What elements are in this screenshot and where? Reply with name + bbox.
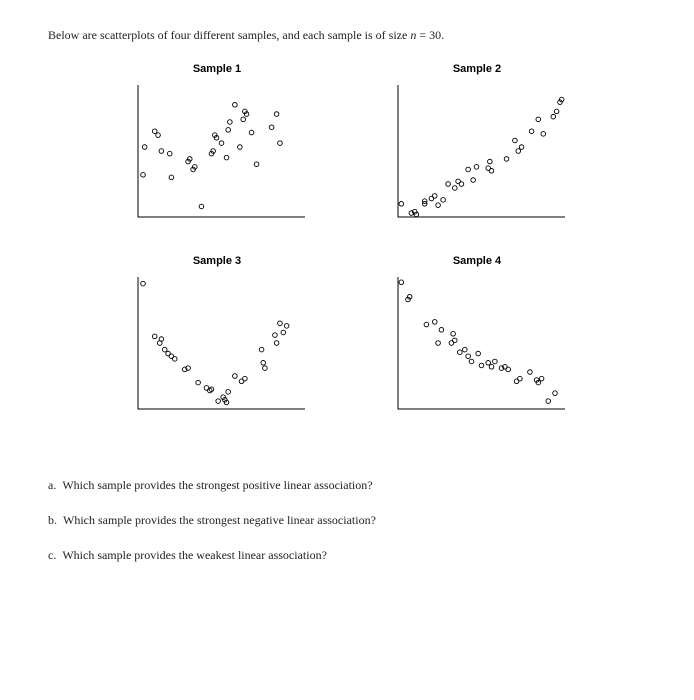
- plot-title: Sample 1: [193, 63, 241, 75]
- question-a: a. Which sample provides the strongest po…: [48, 477, 646, 494]
- intro-prefix: Below are scatterplots of four different…: [48, 28, 410, 42]
- question-b: b. Which sample provides the strongest ne…: [48, 512, 646, 529]
- plot-cell-1: Sample 1: [117, 63, 317, 225]
- questions: a. Which sample provides the strongest po…: [48, 477, 646, 563]
- question-label: a.: [48, 478, 56, 492]
- scatterplot-2: [390, 85, 565, 225]
- scatterplot-3: [130, 277, 305, 417]
- scatterplot-4: [390, 277, 565, 417]
- plot-cell-4: Sample 4: [377, 255, 577, 417]
- plot-title: Sample 3: [193, 255, 241, 267]
- plot-cell-3: Sample 3: [117, 255, 317, 417]
- plot-cell-2: Sample 2: [377, 63, 577, 225]
- question-text: Which sample provides the strongest posi…: [62, 478, 372, 492]
- plot-title: Sample 4: [453, 255, 501, 267]
- page: Below are scatterplots of four different…: [0, 0, 694, 601]
- plot-grid: Sample 1 Sample 2 Sample 3 Sample 4: [117, 63, 577, 417]
- question-c: c. Which sample provides the weakest line…: [48, 547, 646, 564]
- plot-title: Sample 2: [453, 63, 501, 75]
- question-text: Which sample provides the weakest linear…: [62, 548, 327, 562]
- scatterplot-1: [130, 85, 305, 225]
- intro-eq: = 30.: [416, 28, 444, 42]
- question-text: Which sample provides the strongest nega…: [63, 513, 376, 527]
- intro-text: Below are scatterplots of four different…: [48, 28, 646, 43]
- question-label: b.: [48, 513, 57, 527]
- question-label: c.: [48, 548, 56, 562]
